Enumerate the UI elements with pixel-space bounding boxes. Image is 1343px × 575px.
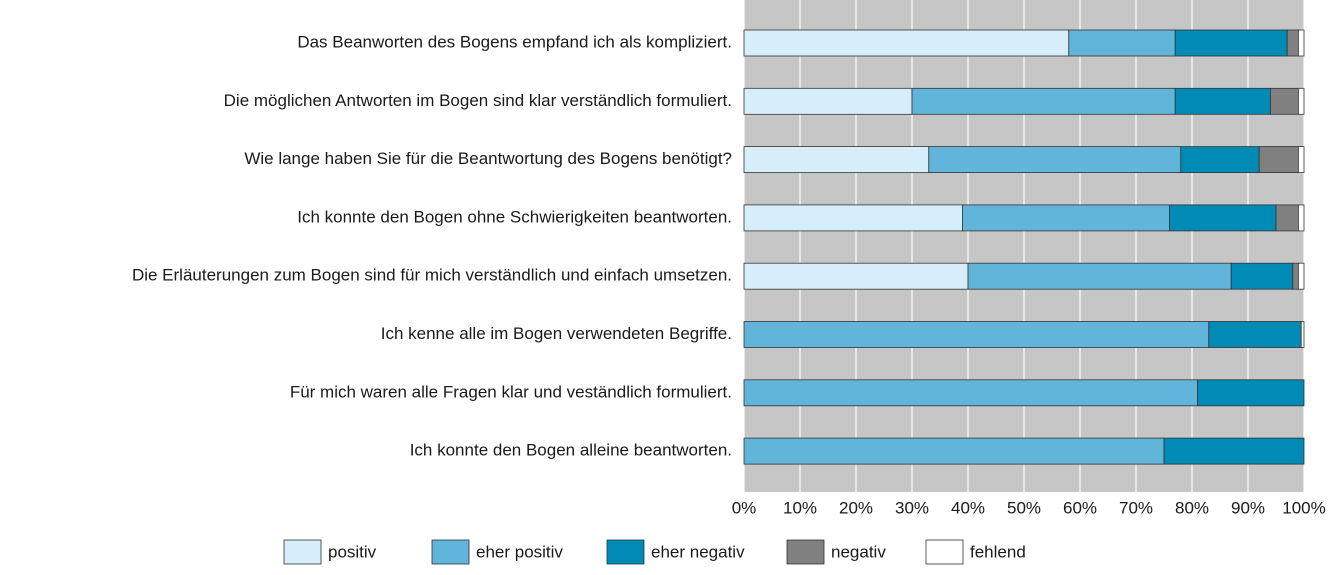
legend-swatch: [606, 539, 645, 565]
bar-segment: [1292, 262, 1299, 290]
legend-swatch: [925, 539, 964, 565]
x-tick-label: 10%: [783, 498, 817, 517]
bar-segment: [967, 262, 1232, 290]
category-label: Ich kenne alle im Bogen verwendeten Begr…: [381, 324, 732, 343]
bar-segment: [743, 379, 1199, 407]
bar-segment: [743, 146, 930, 174]
category-label: Ich konnte den Bogen alleine beantworten…: [410, 441, 732, 460]
bar-segment: [743, 29, 1070, 57]
bar-segment: [1298, 29, 1305, 57]
x-tick-label: 90%: [1231, 498, 1265, 517]
x-tick-label: 60%: [1063, 498, 1097, 517]
legend-label: fehlend: [970, 542, 1026, 561]
bar-segment: [928, 146, 1182, 174]
x-tick-label: 30%: [895, 498, 929, 517]
legend-swatch: [786, 539, 825, 565]
bar-segment: [743, 437, 1165, 465]
bar-segment: [1298, 146, 1305, 174]
bar-segment: [743, 204, 963, 232]
bar-segment: [1174, 29, 1288, 57]
bar-segment: [1300, 321, 1305, 348]
legend-label: positiv: [328, 542, 377, 561]
category-label: Die möglichen Antworten im Bogen sind kl…: [224, 91, 732, 110]
bar-segment: [743, 87, 913, 115]
bar-segment: [1068, 29, 1176, 57]
category-label: Für mich waren alle Fragen klar und vest…: [290, 382, 732, 401]
legend-label: negativ: [831, 542, 886, 561]
bar-segment: [911, 87, 1176, 115]
bar-segment: [1298, 87, 1305, 115]
bar-segment: [743, 262, 969, 290]
x-tick-label: 50%: [1007, 498, 1041, 517]
category-label: Wie lange haben Sie für die Beantwortung…: [244, 149, 732, 168]
category-label: Ich konnte den Bogen ohne Schwierigkeite…: [297, 207, 732, 226]
legend-swatch: [283, 539, 322, 565]
category-label: Die Erläuterungen zum Bogen sind für mic…: [132, 266, 732, 285]
bar-segment: [1169, 204, 1277, 232]
bar-segment: [1270, 87, 1299, 115]
legend-label: eher positiv: [476, 542, 563, 561]
legend-swatch: [431, 539, 470, 565]
bar-segment: [1258, 146, 1299, 174]
x-tick-label: 40%: [951, 498, 985, 517]
bar-segment: [1180, 146, 1260, 174]
x-tick-label: 20%: [839, 498, 873, 517]
legend-label: eher negativ: [651, 542, 745, 561]
x-tick-label: 80%: [1175, 498, 1209, 517]
x-tick-label: 100%: [1282, 498, 1325, 517]
category-label: Das Beanworten des Bogens empfand ich al…: [297, 32, 732, 51]
bar-segment: [1298, 262, 1305, 290]
bar-segment: [962, 204, 1171, 232]
bar-segment: [1286, 29, 1299, 57]
bar-segment: [1230, 262, 1294, 290]
bar-segment: [743, 321, 1210, 348]
bar-segment: [1208, 321, 1302, 348]
bar-segment: [1275, 204, 1299, 232]
bar-segment: [1197, 379, 1305, 407]
x-tick-label: 70%: [1119, 498, 1153, 517]
bar-segment: [1298, 204, 1305, 232]
bar-segment: [1163, 437, 1305, 465]
x-tick-label: 0%: [732, 498, 757, 517]
bar-segment: [1174, 87, 1271, 115]
